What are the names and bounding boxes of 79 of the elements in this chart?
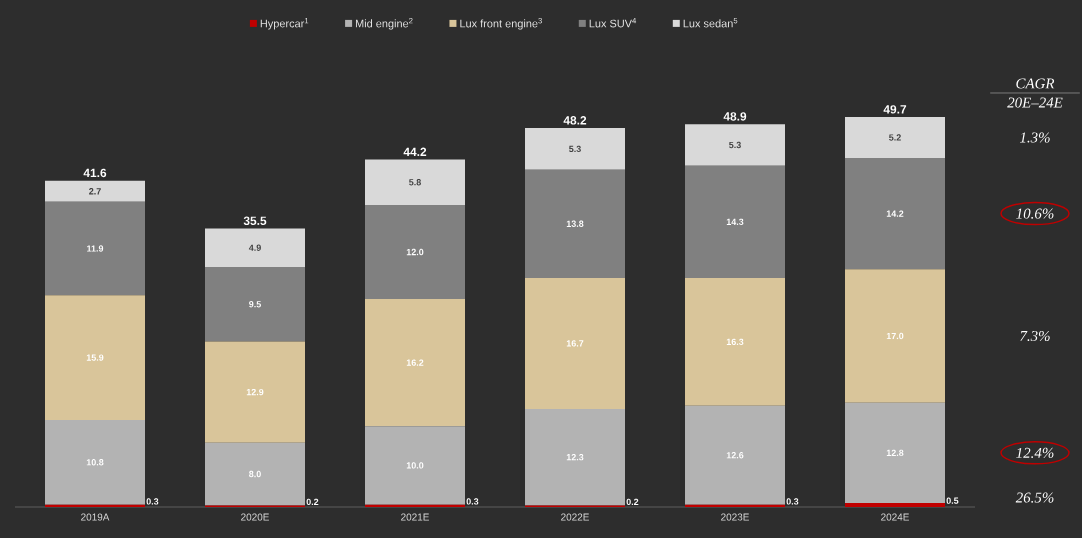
bar — [205, 442, 305, 506]
legend-label: Mid engine$^{2}$ — [355, 17, 413, 30]
data-label: 12.8 — [886, 449, 904, 457]
data-label: 4.9 — [248, 244, 261, 251]
total-label: 41.6 — [83, 168, 107, 178]
data-label: 13.8 — [566, 220, 584, 227]
bar — [845, 402, 945, 504]
bar — [525, 128, 625, 170]
data-label: 0.5 — [946, 497, 959, 504]
data-label: 9.5 — [249, 301, 261, 308]
bar — [365, 204, 465, 300]
legend-label: Lux front engine$^{3}$ — [460, 17, 542, 30]
x-tick-label: 2020E — [241, 513, 269, 521]
text: 7.3% — [1020, 330, 1050, 342]
total-label: 35.5 — [243, 216, 267, 225]
data-label: 0.3 — [146, 498, 159, 505]
data-label: 14.3 — [726, 218, 744, 226]
data-label: 12.3 — [566, 454, 584, 461]
bar — [845, 157, 945, 270]
text: 20E–24E — [1007, 97, 1063, 108]
legend-label: Lux sedan$^{5}$ — [683, 18, 738, 28]
text: 12.4% — [1016, 447, 1054, 458]
data-label: 10.8 — [86, 459, 104, 466]
x-tick-label: 2021E — [401, 513, 429, 521]
legend-label: Lux SUV$^{4}$ — [589, 18, 637, 28]
bar — [845, 117, 945, 158]
data-label: 16.7 — [566, 340, 584, 347]
bar — [845, 503, 945, 507]
data-label: 2.7 — [89, 188, 101, 195]
bar — [365, 426, 465, 505]
data-label: 12.6 — [726, 452, 744, 459]
x-tick-label: 2019A — [81, 513, 110, 521]
x-tick-label: 2024E — [881, 513, 909, 521]
data-label: 0.3 — [786, 498, 799, 505]
total-label: 48.2 — [563, 116, 587, 125]
text: 10.6% — [1016, 208, 1054, 219]
text: 26.5% — [1015, 492, 1054, 503]
bar — [205, 228, 305, 267]
data-label: 0.2 — [306, 498, 319, 506]
bar — [45, 180, 145, 202]
bar — [685, 277, 785, 406]
text: 1.3% — [1019, 132, 1050, 143]
data-label: 10.0 — [406, 462, 424, 469]
bar — [365, 159, 465, 205]
data-label: 16.2 — [406, 359, 424, 366]
bar — [45, 201, 145, 296]
bar — [525, 277, 625, 409]
data-label: 5.3 — [729, 141, 741, 149]
total-label: 48.9 — [723, 112, 747, 121]
data-label: 16.3 — [726, 338, 744, 346]
bar — [205, 266, 305, 342]
total-label: 49.7 — [883, 105, 907, 114]
bar — [525, 169, 625, 278]
bar — [845, 269, 945, 403]
data-label: 12.9 — [246, 388, 264, 396]
data-label: 0.3 — [466, 498, 479, 505]
bar — [45, 419, 145, 505]
bar — [365, 299, 465, 427]
data-label: 5.8 — [409, 179, 421, 186]
x-tick-label: 2023E — [721, 513, 749, 521]
data-label: 11.9 — [87, 245, 104, 252]
data-label: 12.0 — [406, 248, 424, 256]
data-label: 14.2 — [886, 210, 904, 217]
bar — [685, 405, 785, 505]
data-label: 0.2 — [626, 498, 639, 506]
x-tick-label: 2022E — [561, 513, 589, 521]
legend-label: Hypercar$^{1}$ — [260, 18, 309, 30]
bar — [525, 408, 625, 506]
bar — [205, 341, 305, 443]
bar — [685, 165, 785, 278]
data-label: 5.3 — [569, 145, 581, 153]
bar — [45, 295, 145, 420]
data-label: 8.0 — [249, 470, 261, 478]
data-label: 5.2 — [889, 134, 901, 141]
text: CAGR — [1016, 78, 1055, 89]
data-label: 15.9 — [86, 354, 104, 361]
bar — [685, 124, 785, 166]
total-label: 44.2 — [403, 147, 427, 156]
data-label: 17.0 — [886, 332, 904, 340]
